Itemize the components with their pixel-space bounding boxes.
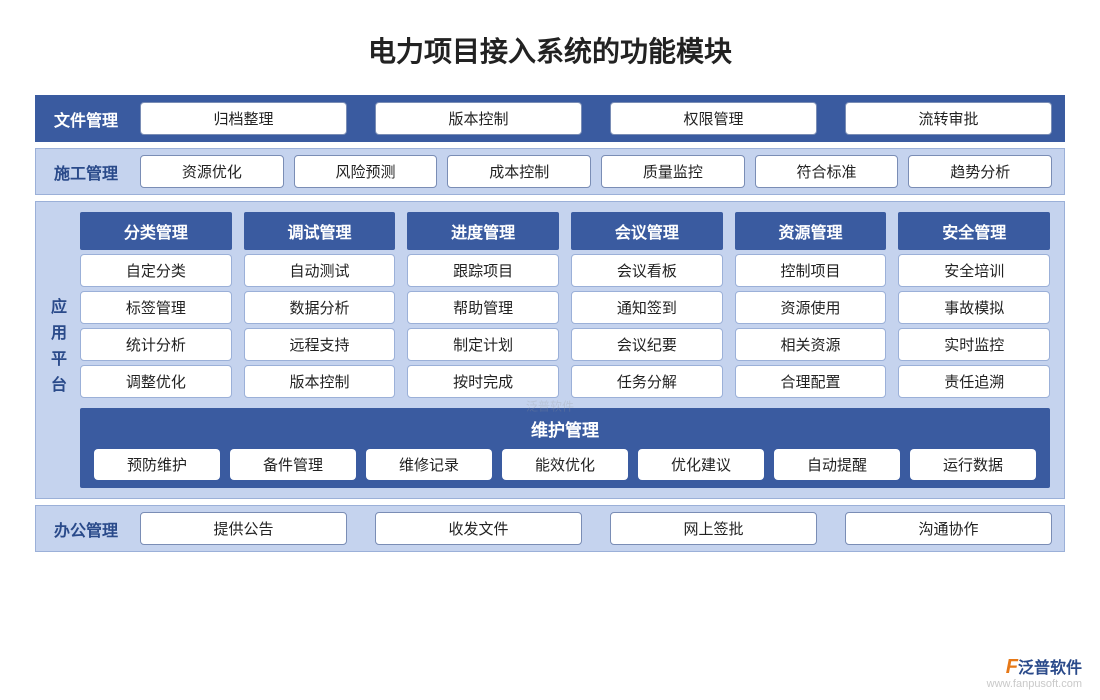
construction-item: 质量监控 <box>601 155 745 188</box>
col-item: 合理配置 <box>735 365 887 398</box>
col-header: 资源管理 <box>735 212 887 250</box>
col-item: 安全培训 <box>898 254 1050 287</box>
maintenance-items: 预防维护 备件管理 维修记录 能效优化 优化建议 自动提醒 运行数据 <box>80 449 1050 480</box>
watermark: F泛普软件 www.fanpusoft.com <box>987 656 1082 690</box>
office-item: 网上签批 <box>610 512 817 545</box>
construction-item: 资源优化 <box>140 155 284 188</box>
watermark-accent-icon: F <box>1006 656 1018 678</box>
col-item: 实时监控 <box>898 328 1050 361</box>
watermark-brand-text: 泛普软件 <box>1018 660 1082 677</box>
office-item: 收发文件 <box>375 512 582 545</box>
col-item: 版本控制 <box>244 365 396 398</box>
col-header: 会议管理 <box>571 212 723 250</box>
file-item: 权限管理 <box>610 102 817 135</box>
col-item: 远程支持 <box>244 328 396 361</box>
maint-item: 维修记录 <box>366 449 492 480</box>
platform-label: 应用平台 <box>36 202 76 498</box>
col-item: 任务分解 <box>571 365 723 398</box>
col-resource: 资源管理 控制项目 资源使用 相关资源 合理配置 <box>735 212 887 398</box>
col-item: 制定计划 <box>407 328 559 361</box>
diagram-container: 文件管理 归档整理 版本控制 权限管理 流转审批 施工管理 资源优化 风险预测 … <box>0 95 1100 552</box>
row-office-label: 办公管理 <box>36 506 136 551</box>
col-item: 跟踪项目 <box>407 254 559 287</box>
col-item: 会议看板 <box>571 254 723 287</box>
row-construction-items: 资源优化 风险预测 成本控制 质量监控 符合标准 趋势分析 <box>136 149 1064 194</box>
maintenance-panel: 维护管理 预防维护 备件管理 维修记录 能效优化 优化建议 自动提醒 运行数据 <box>80 408 1050 488</box>
col-category: 分类管理 自定分类 标签管理 统计分析 调整优化 <box>80 212 232 398</box>
row-construction: 施工管理 资源优化 风险预测 成本控制 质量监控 符合标准 趋势分析 <box>35 148 1065 195</box>
col-item: 帮助管理 <box>407 291 559 324</box>
file-item: 版本控制 <box>375 102 582 135</box>
col-item: 事故模拟 <box>898 291 1050 324</box>
office-item: 提供公告 <box>140 512 347 545</box>
platform-panel: 应用平台 分类管理 自定分类 标签管理 统计分析 调整优化 调试管理 自动测试 … <box>35 201 1065 499</box>
maint-item: 能效优化 <box>502 449 628 480</box>
maintenance-header: 维护管理 <box>80 408 1050 449</box>
diagram-title: 电力项目接入系统的功能模块 <box>0 0 1100 95</box>
col-header: 调试管理 <box>244 212 396 250</box>
construction-item: 符合标准 <box>755 155 899 188</box>
maint-item: 备件管理 <box>230 449 356 480</box>
maint-item: 运行数据 <box>910 449 1036 480</box>
col-item: 按时完成 <box>407 365 559 398</box>
row-file-items: 归档整理 版本控制 权限管理 流转审批 <box>136 96 1064 141</box>
col-item: 自定分类 <box>80 254 232 287</box>
col-header: 安全管理 <box>898 212 1050 250</box>
file-item: 流转审批 <box>845 102 1052 135</box>
col-item: 数据分析 <box>244 291 396 324</box>
construction-item: 成本控制 <box>447 155 591 188</box>
col-item: 责任追溯 <box>898 365 1050 398</box>
col-item: 自动测试 <box>244 254 396 287</box>
col-header: 分类管理 <box>80 212 232 250</box>
maint-item: 预防维护 <box>94 449 220 480</box>
col-header: 进度管理 <box>407 212 559 250</box>
watermark-brand: F泛普软件 <box>987 656 1082 678</box>
watermark-url: www.fanpusoft.com <box>987 678 1082 690</box>
col-progress: 进度管理 跟踪项目 帮助管理 制定计划 按时完成 <box>407 212 559 398</box>
construction-item: 风险预测 <box>294 155 438 188</box>
maint-item: 优化建议 <box>638 449 764 480</box>
col-item: 资源使用 <box>735 291 887 324</box>
construction-item: 趋势分析 <box>908 155 1052 188</box>
row-construction-label: 施工管理 <box>36 149 136 194</box>
file-item: 归档整理 <box>140 102 347 135</box>
col-debug: 调试管理 自动测试 数据分析 远程支持 版本控制 <box>244 212 396 398</box>
office-item: 沟通协作 <box>845 512 1052 545</box>
platform-columns: 分类管理 自定分类 标签管理 统计分析 调整优化 调试管理 自动测试 数据分析 … <box>80 212 1050 398</box>
col-item: 控制项目 <box>735 254 887 287</box>
platform-body: 分类管理 自定分类 标签管理 统计分析 调整优化 调试管理 自动测试 数据分析 … <box>76 202 1064 498</box>
col-item: 标签管理 <box>80 291 232 324</box>
row-office-items: 提供公告 收发文件 网上签批 沟通协作 <box>136 506 1064 551</box>
col-item: 统计分析 <box>80 328 232 361</box>
col-safety: 安全管理 安全培训 事故模拟 实时监控 责任追溯 <box>898 212 1050 398</box>
col-item: 相关资源 <box>735 328 887 361</box>
col-meeting: 会议管理 会议看板 通知签到 会议纪要 任务分解 <box>571 212 723 398</box>
col-item: 通知签到 <box>571 291 723 324</box>
row-file-label: 文件管理 <box>36 96 136 141</box>
row-file: 文件管理 归档整理 版本控制 权限管理 流转审批 <box>35 95 1065 142</box>
col-item: 会议纪要 <box>571 328 723 361</box>
row-office: 办公管理 提供公告 收发文件 网上签批 沟通协作 <box>35 505 1065 552</box>
maint-item: 自动提醒 <box>774 449 900 480</box>
col-item: 调整优化 <box>80 365 232 398</box>
